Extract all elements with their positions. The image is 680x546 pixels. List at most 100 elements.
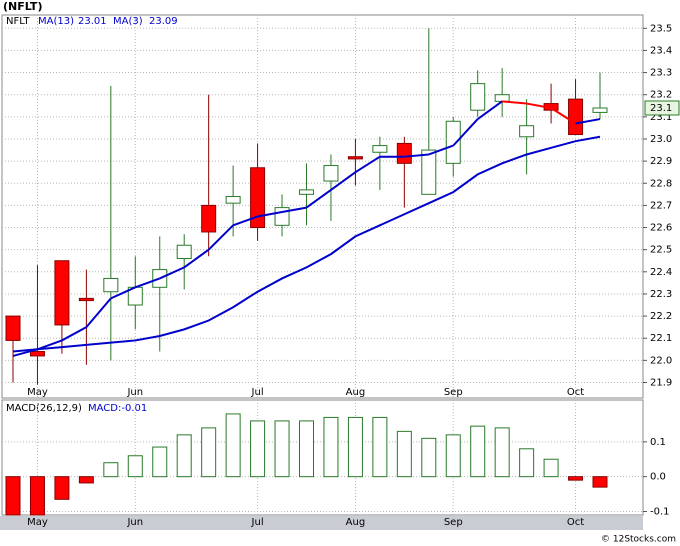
macd-bar [54,476,70,500]
x-tick-label: May [27,387,48,398]
macd-bar [225,413,241,478]
ma-segment [134,277,161,289]
macd-bar [519,448,535,478]
y-tick-label: 22.6 [650,223,672,234]
ma-segment [354,155,381,174]
ma-segment [159,266,185,280]
footer: © 12Stocks.com [601,535,676,545]
macd-title: MACD(26,12,9) [6,403,82,414]
candle-body [568,98,584,136]
ma-line [12,135,601,353]
candle-body [225,196,241,204]
candle-body [470,83,486,111]
ma-segment [502,100,527,105]
macd-bar [543,458,559,478]
y-tick-label: 22.4 [650,267,672,278]
y-tick-label: 22.1 [650,333,672,344]
x-tick-label: Jun [126,517,143,528]
macd-bar [592,476,608,488]
y-tick-label: 22.7 [650,200,672,211]
legend-ma3-value: 23.09 [149,16,178,27]
macd-bar [372,416,388,478]
y-tick-label: 23.0 [650,134,672,145]
price-tag-label: 23.1 [650,103,672,114]
candle-body [78,297,94,302]
legend-ticker: NFLT [6,16,30,27]
ma-segment [257,211,283,218]
macd-bar [78,476,94,484]
x-tick-label: Jul [251,387,264,398]
y-tick-label: 22.5 [650,245,672,256]
y-tick-label: 22.0 [650,355,672,366]
macd-bar [274,420,290,478]
ma-segment [477,100,503,120]
price-tag [644,100,680,116]
ma-segment [281,206,307,214]
ma-segment [207,224,234,251]
x-tick-label: Oct [567,387,584,398]
candle-body [519,125,535,138]
macd-bar [176,434,192,478]
x-tick-label: Oct [567,517,584,528]
ma-segment [61,326,87,342]
ma-segment [12,348,38,357]
ma-segment [575,118,601,125]
macd-bar [5,476,21,516]
macd-panel [1,399,644,516]
ma-segment [37,339,63,351]
candle-body [347,156,363,160]
x-tick-label: Sep [444,517,463,528]
macd-bar [127,455,143,478]
price-panel [1,14,644,399]
ma-segment [85,297,112,328]
candle-body [421,149,437,195]
candle-body [592,107,608,113]
macd-value: MACD:-0.01 [88,403,147,414]
candle-body [29,351,45,357]
ma-segment [330,171,357,191]
ma-segment [428,144,454,156]
macd-bar [299,420,314,478]
macd-bar [396,430,412,478]
macd-bar [29,476,45,516]
macd-bar [323,416,339,478]
ma-segment [232,215,258,227]
x-tick-label: May [27,517,48,528]
x-tick-label: Jun [126,387,143,398]
candle-body [372,145,388,153]
ma-segment [550,107,577,125]
ma-segment [110,286,136,300]
y-tick-label: 22.8 [650,178,672,189]
candle-body [5,315,21,341]
macd-bar [103,462,119,478]
candle-body [445,120,461,164]
macd-bar [568,476,584,481]
x-tick-label: Sep [444,387,463,398]
ma-segment [526,102,552,109]
chart-title: (NFLT) [3,0,42,13]
macd-bar [250,420,266,478]
candle-body [299,189,314,195]
x-tick-label: Jul [251,517,264,528]
y-tick-label: 22.3 [650,289,672,300]
y-tick-label: -0.1 [650,507,670,518]
y-tick-label: 22.9 [650,156,672,167]
candle-body [176,244,192,260]
candle-body [54,260,70,326]
y-tick-label: 23.2 [650,90,672,101]
candle-body [201,204,217,233]
ma-segment [305,189,332,209]
macd-bar [494,427,510,478]
candle-body [103,277,119,293]
candle-body [250,167,266,229]
y-tick-label: 23.1 [650,112,672,123]
legend-ma13-value: 23.01 [78,16,107,27]
candle-body [323,165,339,182]
macd-bar [445,434,461,478]
x-axis-strip [0,516,643,530]
x-tick-label: Aug [346,517,366,528]
macd-bar [347,416,363,478]
candle-body [494,94,510,102]
legend-ma3: MA(3) [113,16,143,27]
y-tick-label: 21.9 [650,378,672,389]
